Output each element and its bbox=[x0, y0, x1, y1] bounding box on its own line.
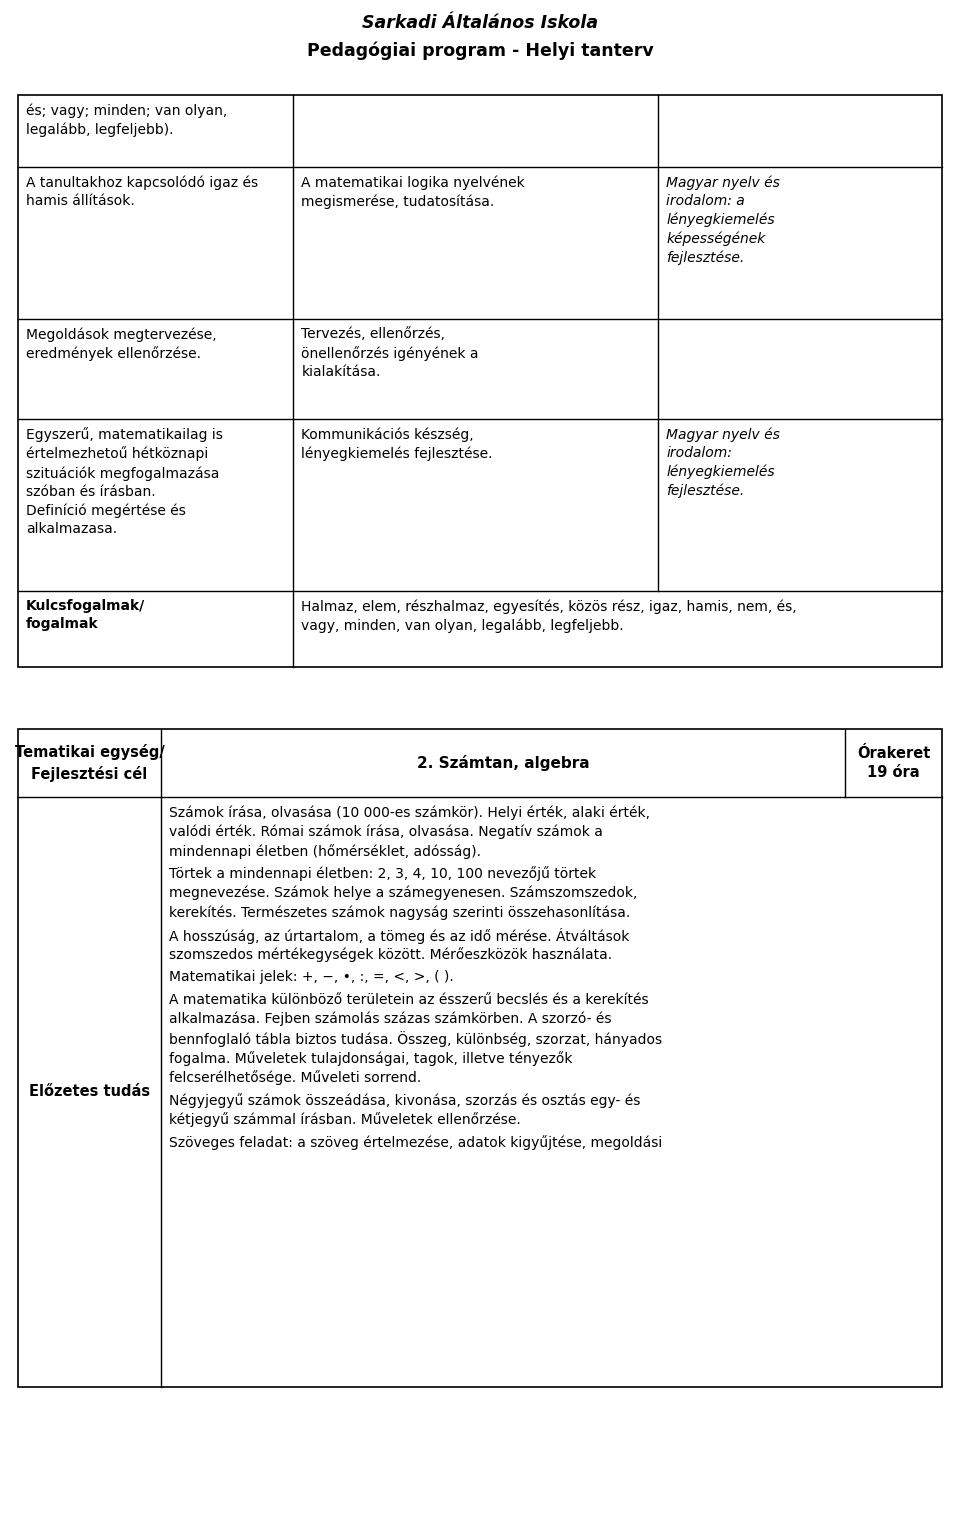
Text: Magyar nyelv és
irodalom: a
lényegkiemelés
képességének
fejlesztése.: Magyar nyelv és irodalom: a lényegkiemel… bbox=[666, 175, 780, 266]
Text: Számok írása, olvasása (10 000-es számkör). Helyi érték, alaki érték,: Számok írása, olvasása (10 000-es számkö… bbox=[169, 805, 650, 819]
Text: és; vagy; minden; van olyan,
legalább, legfeljebb).: és; vagy; minden; van olyan, legalább, l… bbox=[26, 103, 228, 137]
Text: Tematikai egység/
Fejlesztési cél: Tematikai egység/ Fejlesztési cél bbox=[14, 744, 164, 782]
Text: Órakeret
19 óra: Órakeret 19 óra bbox=[857, 745, 930, 781]
Text: Magyar nyelv és
irodalom:
lényegkiemelés
fejlesztése.: Magyar nyelv és irodalom: lényegkiemelés… bbox=[666, 427, 780, 498]
Text: Pedagógiai program - Helyi tanterv: Pedagógiai program - Helyi tanterv bbox=[306, 41, 654, 60]
Text: fogalma. Műveletek tulajdonságai, tagok, illetve tényezők: fogalma. Műveletek tulajdonságai, tagok,… bbox=[169, 1051, 573, 1065]
Text: A tanultakhoz kapcsolódó igaz és
hamis állítások.: A tanultakhoz kapcsolódó igaz és hamis á… bbox=[26, 175, 258, 207]
Text: felcserélhetősége. Műveleti sorrend.: felcserélhetősége. Műveleti sorrend. bbox=[169, 1070, 421, 1085]
Text: Megoldások megtervezése,
eredmények ellenőrzése.: Megoldások megtervezése, eredmények elle… bbox=[26, 327, 217, 361]
Text: Tervezés, ellenőrzés,
önellenőrzés igényének a
kialakítása.: Tervezés, ellenőrzés, önellenőrzés igény… bbox=[301, 327, 479, 380]
Text: A matematika különböző területein az ésszerű becslés és a kerekítés: A matematika különböző területein az éss… bbox=[169, 993, 649, 1007]
Text: kétjegyű számmal írásban. Műveletek ellenőrzése.: kétjegyű számmal írásban. Műveletek elle… bbox=[169, 1113, 521, 1127]
Bar bbox=[18, 729, 942, 1386]
Text: Halmaz, elem, részhalmaz, egyesítés, közös rész, igaz, hamis, nem, és,
vagy, min: Halmaz, elem, részhalmaz, egyesítés, köz… bbox=[301, 599, 797, 633]
Text: A matematikai logika nyelvének
megismerése, tudatosítása.: A matematikai logika nyelvének megismeré… bbox=[301, 175, 525, 209]
Text: valódi érték. Római számok írása, olvasása. Negatív számok a: valódi érték. Római számok írása, olvasá… bbox=[169, 824, 603, 839]
Text: alkalmazása. Fejben számolás százas számkörben. A szorzó- és: alkalmazása. Fejben számolás százas szám… bbox=[169, 1011, 612, 1027]
Text: bennfoglaló tábla biztos tudása. Összeg, különbség, szorzat, hányados: bennfoglaló tábla biztos tudása. Összeg,… bbox=[169, 1031, 662, 1047]
Bar bbox=[18, 95, 942, 667]
Text: Törtek a mindennapi életben: 2, 3, 4, 10, 100 nevezőjű törtek: Törtek a mindennapi életben: 2, 3, 4, 10… bbox=[169, 867, 596, 881]
Text: Kommunikációs készség,
lényegkiemelés fejlesztése.: Kommunikációs készség, lényegkiemelés fe… bbox=[301, 427, 492, 461]
Text: Négyjegyű számok összeádása, kivonása, szorzás és osztás egy- és: Négyjegyű számok összeádása, kivonása, s… bbox=[169, 1093, 640, 1108]
Text: Egyszerű, matematikailag is
értelmezhetoű hétköznapi
szituációk megfogalmazása
s: Egyszerű, matematikailag is értelmezheto… bbox=[26, 427, 223, 536]
Text: 2. Számtan, algebra: 2. Számtan, algebra bbox=[417, 755, 589, 772]
Text: Előzetes tudás: Előzetes tudás bbox=[29, 1085, 150, 1099]
Text: kerekítés. Természetes számok nagyság szerinti összehasonlítása.: kerekítés. Természetes számok nagyság sz… bbox=[169, 905, 631, 921]
Text: megnevezése. Számok helye a számegyenesen. Számszomszedok,: megnevezése. Számok helye a számegyenese… bbox=[169, 885, 637, 901]
Text: Kulcsfogalmak/
fogalmak: Kulcsfogalmak/ fogalmak bbox=[26, 599, 145, 632]
Text: Szöveges feladat: a szöveg értelmezése, adatok kigyűjtése, megoldási: Szöveges feladat: a szöveg értelmezése, … bbox=[169, 1134, 662, 1150]
Text: mindennapi életben (hőmérséklet, adósság).: mindennapi életben (hőmérséklet, adósság… bbox=[169, 844, 481, 859]
Text: Sarkadi Általános Iskola: Sarkadi Általános Iskola bbox=[362, 14, 598, 32]
Text: szomszedos mértékegységek között. Mérőeszközök használata.: szomszedos mértékegységek között. Mérőes… bbox=[169, 947, 612, 962]
Text: Matematikai jelek: +, −, •, :, =, <, >, ( ).: Matematikai jelek: +, −, •, :, =, <, >, … bbox=[169, 970, 454, 984]
Text: A hosszúság, az úrtartalom, a tömeg és az idő mérése. Átváltások: A hosszúság, az úrtartalom, a tömeg és a… bbox=[169, 928, 630, 944]
